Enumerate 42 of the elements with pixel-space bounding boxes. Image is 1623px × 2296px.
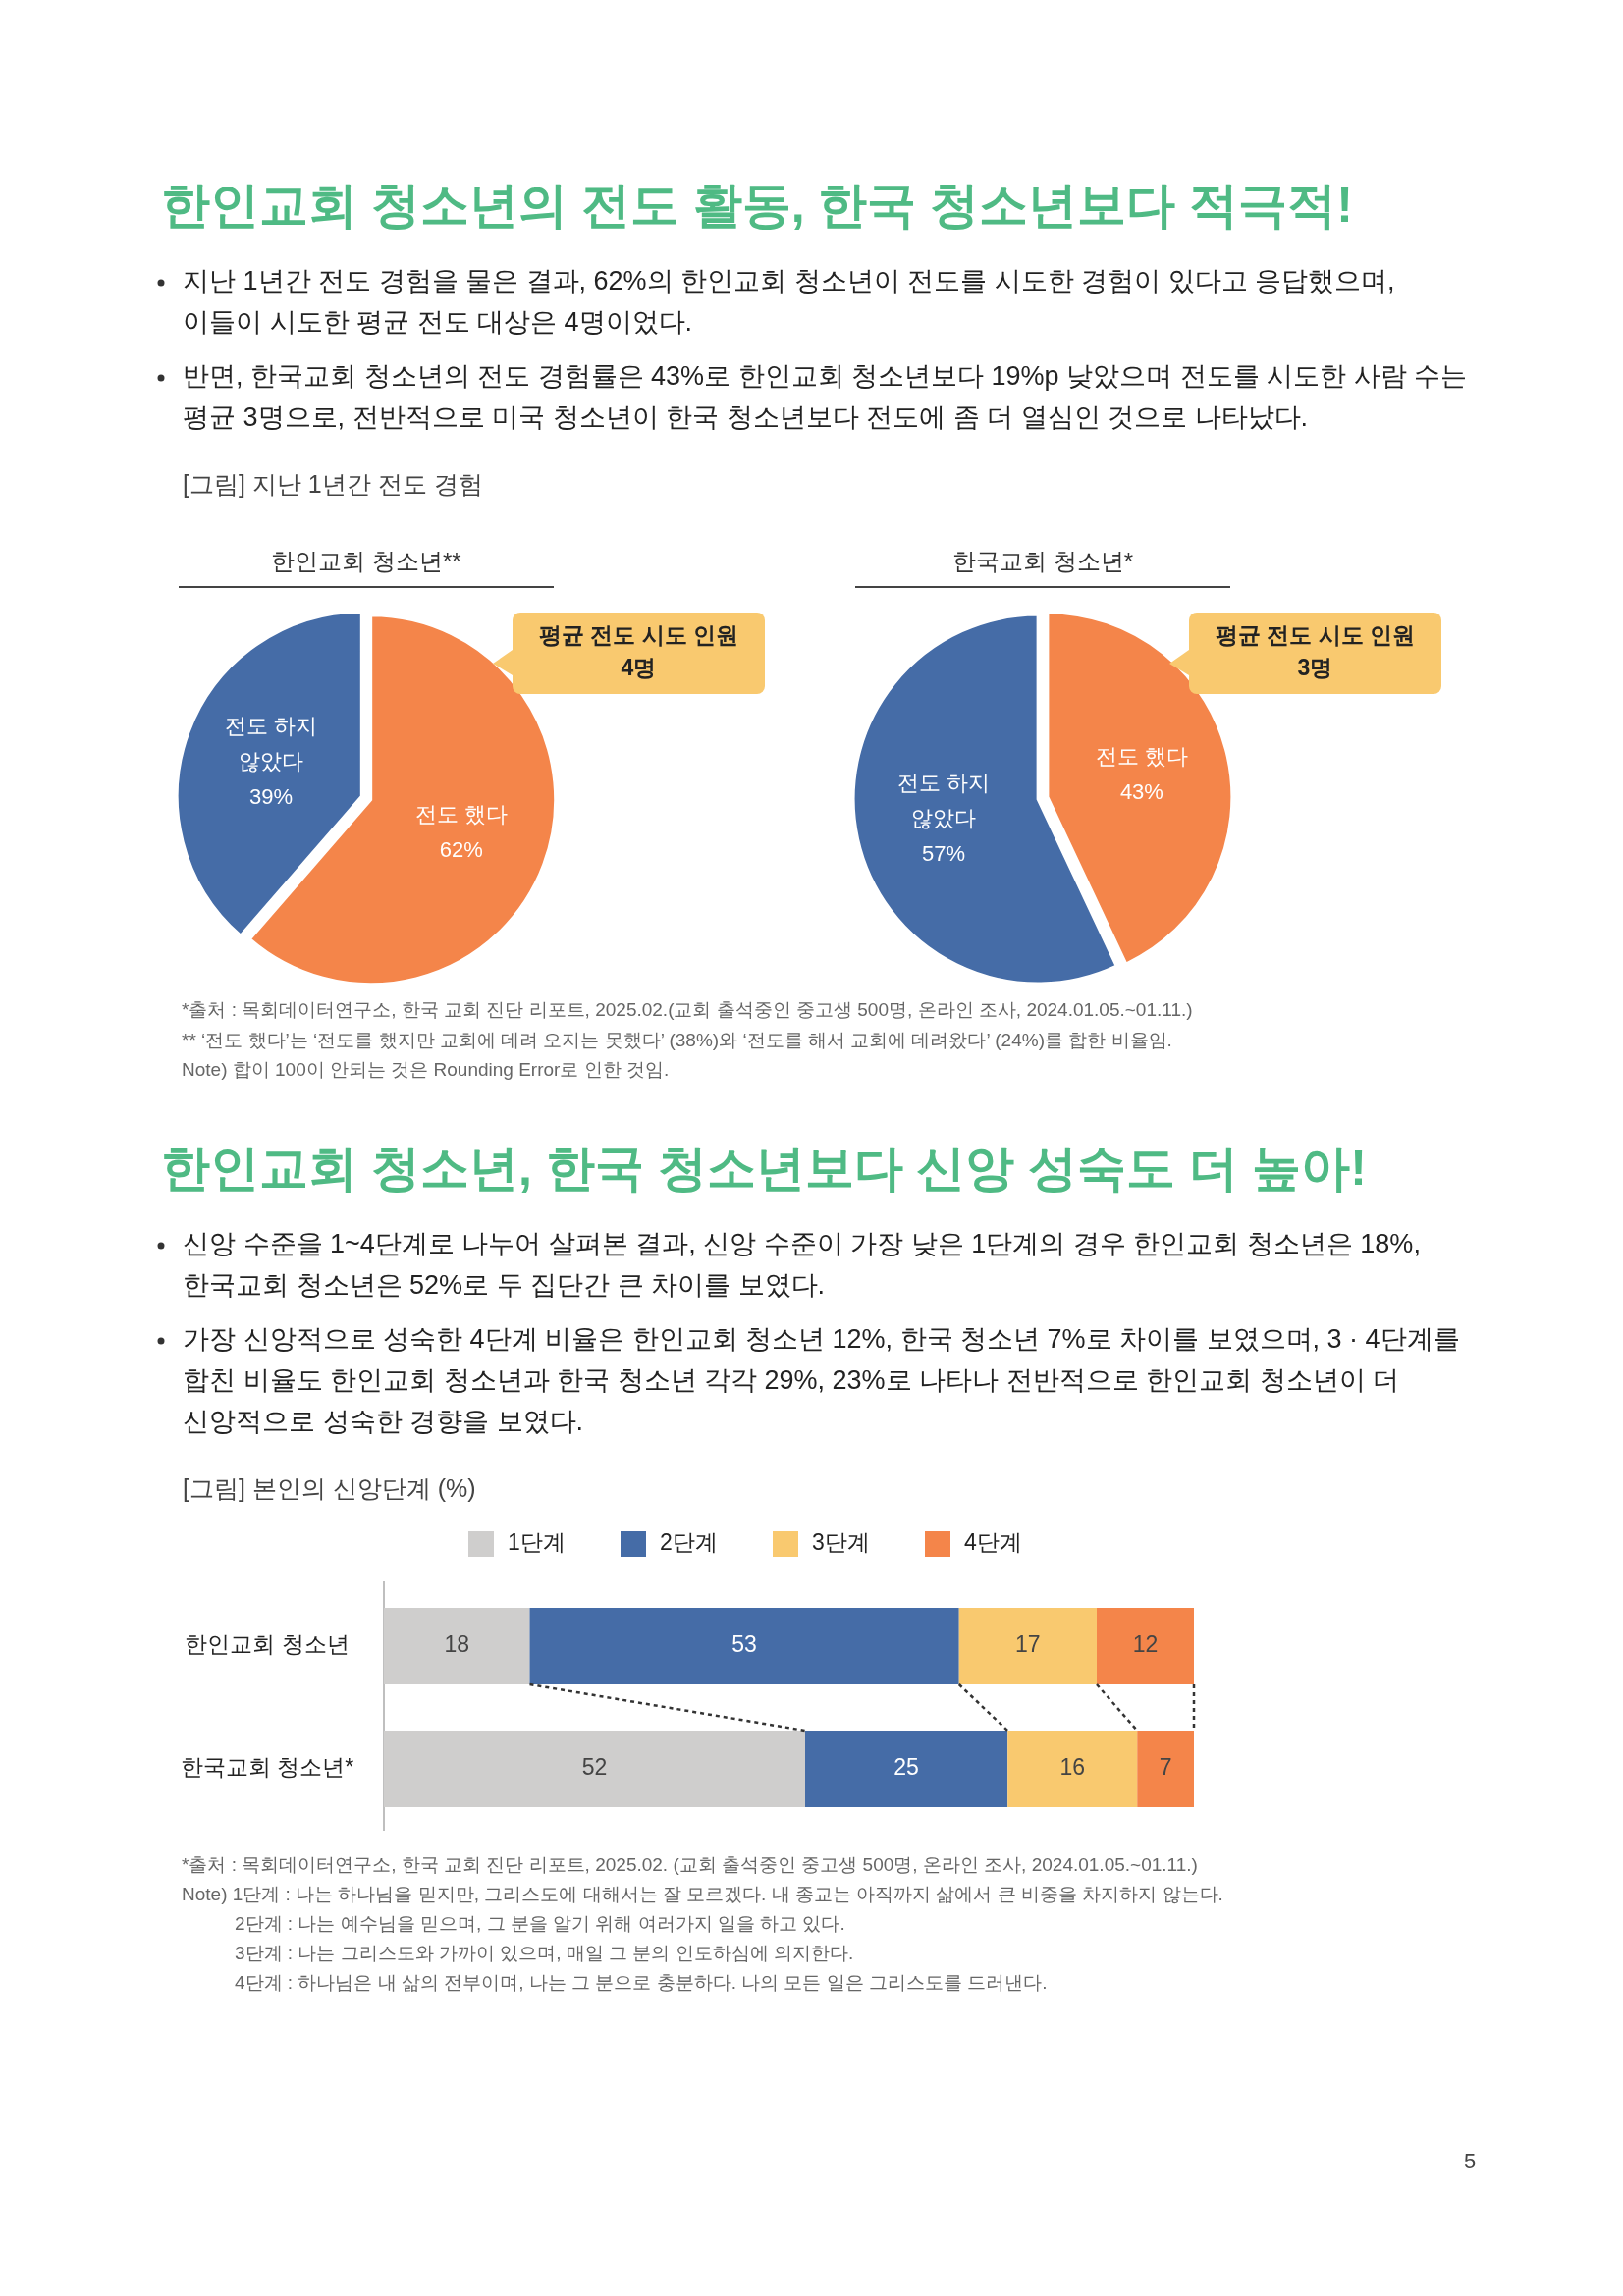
text: 평균 전도 시도 인원 3명 [1215,622,1416,681]
text: 3단계 : 나는 그리스도와 가까이 있으며, 매일 그 분의 인도하심에 의지한다. [235,1943,854,1964]
text: 신앙 수준을 1~4단계로 나누어 살펴본 결과, 신앙 수준이 가장 낮은 1단계의 경우 한인교회 청소년은 18%, 한국교회 청소년은 52%로 두 집단간 큰 차이를 보였다. [183,1229,1421,1301]
y-tick-label: 한인교회 청소년 [185,1631,350,1658]
chart-title: 한인교회 청소년** [271,548,461,575]
text: 평균 전도 시도 인원 4명 [538,622,739,681]
text: [그림] 지난 1년간 전도 경험 [183,469,483,498]
data-label: 39% [249,783,294,809]
text: 반면, 한국교회 청소년의 전도 경험률은 43%로 한인교회 청소년보다 19%p 낮았으며 전도를 시도한 사람 수는 평균 3명으로, 전반적으로 미국 청소년이 한국 청소년보다 전도에 좀 더 열심인 것으로 나타났다. [183,361,1468,433]
data-label: 62% [439,837,483,863]
data-label: 25 [893,1754,919,1781]
legend-label: 3단계 [812,1529,870,1556]
slice-label: 전도 하지 않았다 [225,713,318,774]
data-label: 18 [444,1631,470,1658]
chart-title: 한국교회 청소년* [951,548,1134,575]
slice-label: 전도 했다 [414,802,508,828]
slice-label: 전도 했다 [1095,744,1188,770]
data-label: 52 [581,1754,608,1781]
data-label: 12 [1132,1631,1159,1658]
text: 2단계 : 나는 예수님을 믿으며, 그 분을 알기 위해 여러가지 일을 하고 있다. [235,1913,845,1935]
legend-label: 4단계 [964,1529,1022,1556]
text: Note) 1단계 : 나는 하나님을 믿지만, 그리스도에 대해서는 잘 모르겠다. 내 종교는 아직까지 삶에서 큰 비중을 차지하지 않는다. [182,1884,1223,1905]
data-label: 17 [1015,1631,1041,1658]
legend-label: 2단계 [660,1529,718,1556]
text: *출처 : 목회데이터연구소, 한국 교회 진단 리포트, 2025.02. (교회 출석중인 중고생 500명, 온라인 조사, 2024.01.05.~01.11.) [182,1854,1198,1876]
text: 한인교회 청소년, 한국 청소년보다 신앙 성숙도 더 높아! [161,1141,1367,1197]
text: Note) 합이 100이 안되는 것은 Rounding Error로 인한 것임. [182,1059,670,1081]
data-label: 7 [1159,1754,1172,1781]
text: 지난 1년간 전도 경험을 물은 결과, 62%의 한인교회 청소년이 전도를 시도한 경험이 있다고 응답했으며, 이들이 시도한 평균 전도 대상은 4명이었다. [183,266,1395,338]
legend-label: 1단계 [508,1529,566,1556]
slice-label: 전도 하지 않았다 [897,771,991,831]
data-label: 53 [731,1631,757,1658]
text: 5 [1463,2148,1477,2173]
data-label: 16 [1059,1754,1086,1781]
data-label: 43% [1119,779,1163,805]
text: 가장 신앙적으로 성숙한 4단계 비율은 한인교회 청소년 12%, 한국 청소년 7%로 차이를 보였으며, 3 · 4단계를 합친 비율도 한인교회 청소년과 한국 청소년 각각 29%, 23%로 나타나 전반적으로 한인교회 청소년이 더 신앙적으로 성숙한 경향을 보였다. [183,1324,1460,1437]
data-label: 57% [922,841,966,867]
text: [그림] 본인의 신앙단계 (%) [183,1473,476,1502]
text: 한인교회 청소년의 전도 활동, 한국 청소년보다 적극적! [161,178,1353,234]
text: 4단계 : 하나님은 내 삶의 전부이며, 나는 그 분으로 충분하다. 나의 모든 일은 그리스도를 드러낸다. [235,1972,1048,1994]
text: *출처 : 목회데이터연구소, 한국 교회 진단 리포트, 2025.02.(교회 출석중인 중고생 500명, 온라인 조사, 2024.01.05.~01.11.) [182,999,1193,1021]
text: ** ‘전도 했다’는 ‘전도를 했지만 교회에 데려 오지는 못했다’ (38%)와 ‘전도를 해서 교회에 데려왔다’ (24%)를 합한 비율임. [182,1029,1172,1050]
